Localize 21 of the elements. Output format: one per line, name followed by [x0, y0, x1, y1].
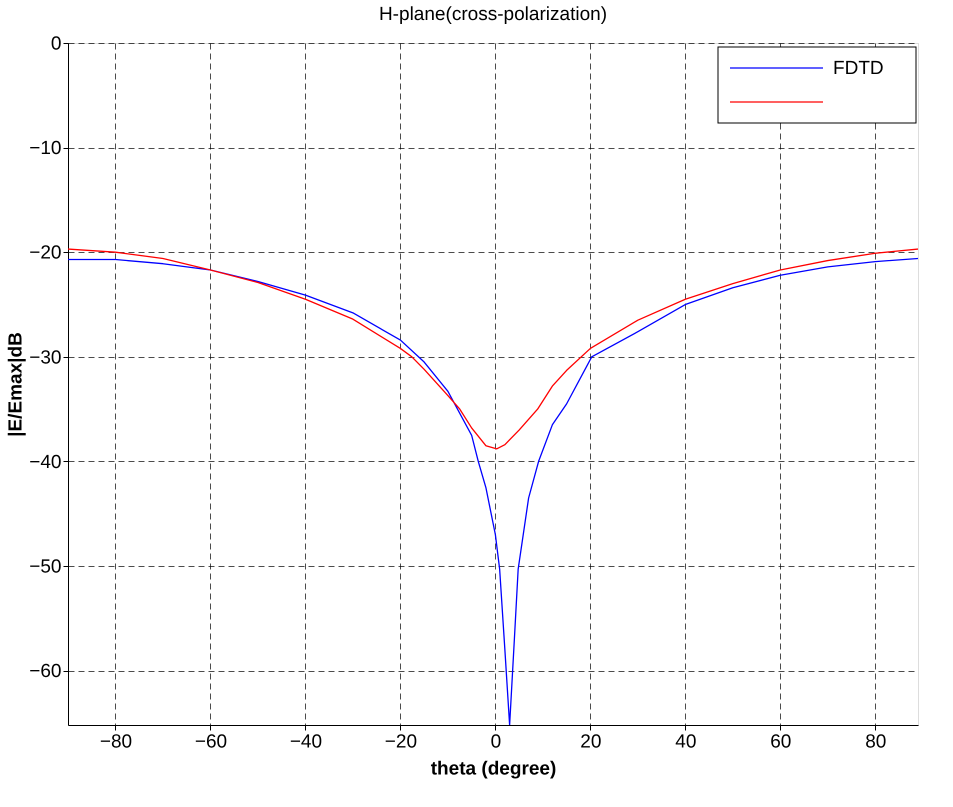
legend-label: FDTD [833, 58, 884, 79]
line-series [68, 248, 918, 450]
x-tick-label: 60 [770, 732, 792, 752]
x-tick-label: 20 [580, 732, 602, 752]
x-tick-label: 0 [490, 732, 502, 752]
y-tick-label: −50 [29, 556, 62, 578]
x-tick-label: −20 [384, 732, 418, 752]
x-tick-label: −80 [100, 732, 132, 752]
x-tick-label: 80 [865, 732, 886, 752]
x-tick-label: 40 [675, 732, 696, 752]
y-tick-label: −10 [29, 138, 62, 160]
y-tick-label: −40 [29, 452, 62, 473]
x-tick-label: −40 [290, 732, 322, 752]
y-tick-label: −20 [29, 242, 62, 264]
y-tick-label: −30 [29, 347, 62, 368]
y-tick-label: 0 [50, 34, 62, 54]
x-axis-title: theta (degree) [430, 758, 556, 780]
chart-title: H-plane(cross-polarization) [378, 4, 608, 25]
x-tick-label: −60 [194, 732, 228, 752]
y-tick-label: −60 [29, 661, 62, 682]
y-axis-title: |E/Emax|dB [5, 332, 26, 437]
